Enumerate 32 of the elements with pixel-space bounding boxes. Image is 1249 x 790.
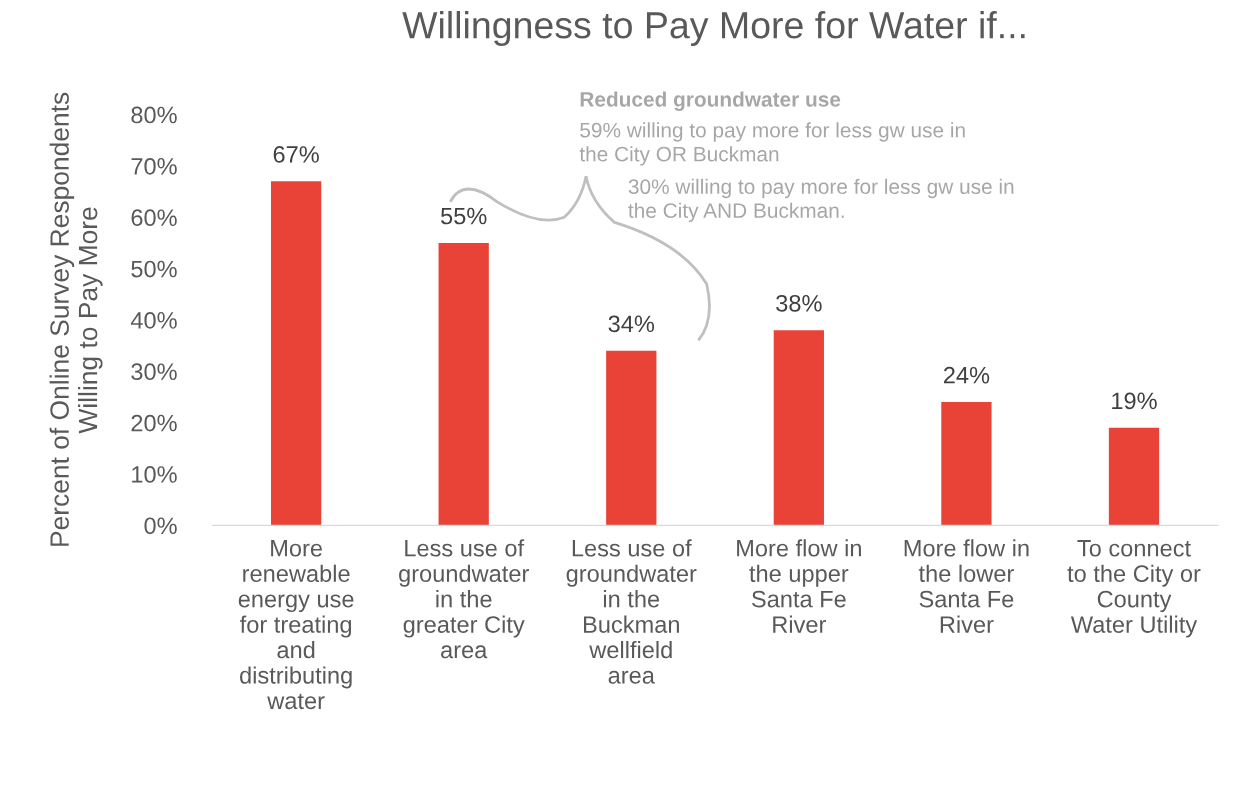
bar	[773, 330, 824, 526]
y-axis-title: Percent of Online Survey Respondents Willing to Pay More	[49, 92, 103, 546]
data-label: 38%	[776, 294, 822, 312]
bar	[270, 181, 322, 526]
y-tick-label: 50%	[131, 260, 177, 278]
data-label: 19%	[1112, 392, 1157, 410]
x-tick-label: More renewable energy use for treating and distributing water	[238, 540, 354, 710]
x-tick-label: Less use of groundwater in the Buckman wellfield area	[566, 539, 697, 684]
annotation: 30% willing to pay more for less gw use in the City AND Buckman.	[628, 178, 1014, 223]
y-tick-label: 60%	[131, 209, 177, 227]
y-tick-label: 70%	[131, 157, 177, 175]
data-label: 24%	[943, 366, 990, 384]
bar	[606, 350, 657, 526]
x-tick-label: To connect to the City or County Water Utility	[1067, 540, 1201, 638]
chart-title: Willingness to Pay More for Water if...	[402, 10, 1025, 46]
x-tick-label: More flow in the lower Santa Fe River	[904, 539, 1029, 633]
data-label: 55%	[441, 207, 487, 225]
bar	[438, 242, 489, 526]
text: Reduced groundwater use	[580, 91, 841, 111]
data-label: 67%	[273, 146, 319, 163]
y-tick-label: 0%	[144, 517, 177, 535]
y-tick-label: 80%	[131, 106, 177, 124]
bar	[941, 402, 992, 526]
annotation: 59% willing to pay more for less gw use in the City OR Buckman	[579, 122, 965, 166]
y-tick-label: 30%	[131, 363, 177, 381]
y-tick-label: 40%	[130, 312, 177, 329]
bar	[1108, 427, 1160, 526]
x-tick-label: More flow in the upper Santa Fe River	[737, 539, 861, 633]
x-tick-label: Less use of groundwater in the greater City area	[399, 539, 529, 659]
y-tick-label: 10%	[132, 466, 177, 483]
data-label: 34%	[608, 315, 655, 333]
y-tick-label: 20%	[131, 414, 177, 432]
